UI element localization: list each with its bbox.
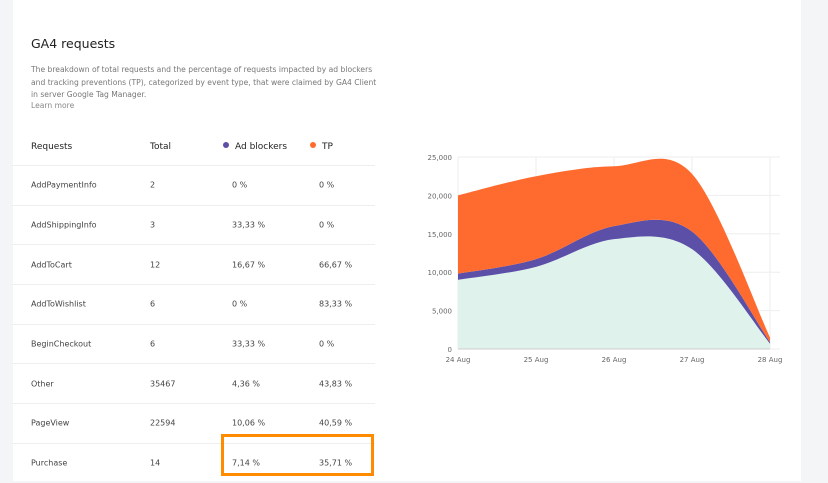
header-tp: TP [310, 142, 333, 152]
cell-tp: 0 % [319, 220, 335, 230]
y-tick-label: 0 [448, 346, 452, 354]
cell-total: 2 [150, 180, 156, 190]
cell-tp: 83,33 % [319, 299, 353, 309]
cell-ad-blockers: 16,67 % [232, 260, 266, 270]
header-ad-blockers: Ad blockers [223, 142, 287, 152]
x-tick-label: 26 Aug [602, 356, 627, 364]
header-total: Total [150, 142, 172, 152]
x-tick-label: 28 Aug [758, 356, 783, 364]
cell-total: 35467 [150, 379, 176, 389]
x-tick-label: 27 Aug [680, 356, 705, 364]
y-tick-label: 25,000 [428, 154, 453, 162]
tp-area [458, 158, 770, 343]
highlight-box [221, 434, 374, 476]
card-title: GA4 requests [31, 36, 116, 51]
cell-request: BeginCheckout [31, 339, 92, 349]
requests-table: Requests Total Ad blockers TP AddPayment… [12, 129, 375, 483]
cell-request: AddToCart [31, 260, 72, 270]
cell-request: AddShippingInfo [31, 220, 97, 230]
cell-total: 6 [150, 299, 156, 309]
cell-total: 3 [150, 220, 156, 230]
cell-request: AddPaymentInfo [31, 180, 97, 190]
cell-tp: 0 % [319, 180, 335, 190]
y-tick-label: 15,000 [428, 231, 453, 239]
cell-total: 12 [150, 260, 161, 270]
cell-request: Other [31, 379, 54, 389]
y-tick-label: 10,000 [428, 269, 453, 277]
cell-request: Purchase [31, 458, 68, 468]
x-tick-label: 24 Aug [446, 356, 471, 364]
x-tick-label: 25 Aug [524, 356, 549, 364]
cell-ad-blockers: 0 % [232, 180, 248, 190]
table-row: AddShippingInfo 3 33,33 % 0 % [12, 206, 375, 246]
cell-ad-blockers: 33,33 % [232, 339, 266, 349]
y-tick-label: 5,000 [432, 308, 452, 316]
table-row: PageView 22594 10,06 % 40,59 % [12, 404, 375, 444]
cell-ad-blockers: 4,36 % [232, 379, 260, 389]
table-row: AddToWishlist 6 0 % 83,33 % [12, 285, 375, 325]
learn-more-link[interactable]: Learn more [31, 101, 75, 110]
cell-tp: 35,71 % [319, 458, 353, 468]
table-row: Other 35467 4,36 % 43,83 % [12, 364, 375, 405]
cell-tp: 66,67 % [319, 260, 353, 270]
cell-ad-blockers: 0 % [232, 299, 248, 309]
cell-ad-blockers: 7,14 % [232, 458, 260, 468]
base-area [458, 236, 770, 349]
y-tick-label: 20,000 [428, 192, 453, 200]
cell-total: 6 [150, 339, 156, 349]
cell-total: 22594 [150, 418, 176, 428]
card-description: The breakdown of total requests and the … [31, 65, 377, 100]
cell-request: AddToWishlist [31, 299, 86, 309]
cell-ad-blockers: 33,33 % [232, 220, 266, 230]
table-row: AddToCart 12 16,67 % 66,67 % [12, 245, 375, 286]
tp-legend-dot-icon [310, 142, 316, 148]
cell-total: 14 [150, 458, 161, 468]
table-header: Requests Total Ad blockers TP [12, 129, 375, 166]
cell-tp: 0 % [319, 339, 335, 349]
table-row: BeginCheckout 6 33,33 % 0 % [12, 325, 375, 365]
cell-ad-blockers: 10,06 % [232, 418, 266, 428]
ad-blockers-legend-dot-icon [223, 142, 229, 148]
cell-request: PageView [31, 418, 70, 428]
cell-tp: 43,83 % [319, 379, 353, 389]
table-row: AddPaymentInfo 2 0 % 0 % [12, 166, 375, 206]
header-requests: Requests [31, 142, 73, 152]
cell-tp: 40,59 % [319, 418, 353, 428]
table-row: Purchase 14 7,14 % 35,71 % [12, 444, 375, 483]
